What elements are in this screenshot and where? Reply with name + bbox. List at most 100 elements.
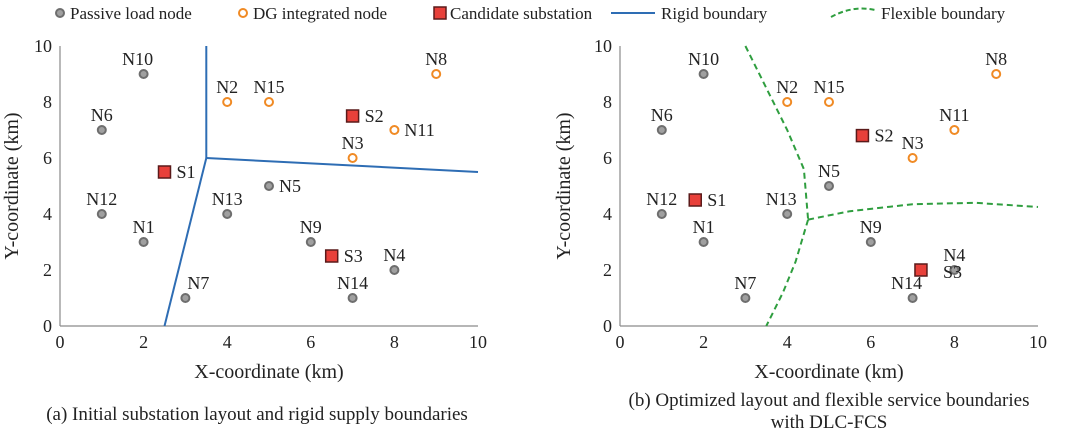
y-tick-label: 8 (43, 92, 52, 112)
point-n5 (264, 181, 274, 191)
y-tick-label: 2 (603, 260, 612, 280)
point-n2 (222, 97, 233, 107)
point-label-s1: S1 (707, 190, 726, 210)
legend-marker-passive (55, 8, 65, 18)
x-tick-label: 2 (139, 332, 148, 352)
point-label-n12: N12 (646, 189, 677, 209)
y-tick-label: 0 (43, 316, 52, 336)
point-n12 (96, 209, 107, 219)
point-label-s1: S1 (177, 162, 196, 182)
legend-label-passive: Passive load node (70, 4, 192, 23)
point-s2 (345, 109, 360, 123)
point-n12 (656, 209, 667, 219)
x-tick-label: 0 (616, 332, 625, 352)
x-tick-label: 4 (223, 332, 232, 352)
point-label-n13: N13 (212, 189, 243, 209)
point-label-s3: S3 (943, 262, 962, 282)
legend-marker-cand (433, 6, 447, 20)
point-n1 (138, 237, 149, 247)
point-label-n3: N3 (342, 133, 364, 153)
point-label-n5: N5 (279, 176, 301, 196)
chart-caption-line-1: (b) Optimized layout and flexible servic… (629, 390, 1030, 411)
point-s1 (688, 193, 702, 207)
point-label-n6: N6 (651, 105, 673, 125)
point-n13 (222, 209, 233, 219)
point-label-n1: N1 (693, 217, 715, 237)
x-axis-title: X-coordinate (km) (194, 361, 343, 383)
x-tick-label: 6 (866, 332, 875, 352)
point-s2 (855, 128, 870, 143)
point-n9 (305, 237, 316, 247)
point-n13 (782, 209, 793, 219)
point-label-n15: N15 (254, 77, 285, 97)
point-label-n7: N7 (187, 273, 209, 293)
point-label-n8: N8 (985, 49, 1007, 69)
point-n7 (740, 293, 751, 303)
rigid-boundary-3 (206, 157, 479, 173)
point-label-n3: N3 (902, 133, 924, 153)
point-label-n5: N5 (818, 161, 840, 181)
point-label-n14: N14 (891, 273, 922, 293)
point-n8 (991, 69, 1002, 79)
point-n4 (949, 265, 960, 275)
point-n11 (949, 125, 960, 135)
point-n8 (431, 69, 442, 79)
point-label-n8: N8 (425, 49, 447, 69)
point-n6 (96, 125, 107, 135)
chart-caption-line-2: with DLC-FCS (771, 412, 888, 433)
point-n14 (907, 293, 918, 303)
legend-label-flex: Flexible boundary (881, 4, 1006, 23)
point-n10 (138, 69, 149, 79)
point-s1 (157, 165, 172, 179)
y-tick-label: 6 (43, 148, 52, 168)
legend-marker-dg (238, 8, 248, 18)
legend-marker-flex (830, 7, 876, 18)
legend-label-cand: Candidate substation (450, 4, 593, 23)
chart-caption: (a) Initial substation layout and rigid … (46, 404, 468, 425)
point-n1 (698, 237, 709, 247)
x-tick-label: 10 (1029, 332, 1047, 352)
chart-legend: Passive load node DG integrated node Candi… (55, 4, 1006, 23)
point-s3 (324, 249, 339, 263)
y-tick-label: 4 (603, 204, 612, 224)
point-label-n6: N6 (91, 105, 113, 125)
point-n15 (824, 97, 834, 107)
point-n7 (180, 293, 191, 303)
flex-boundary-1 (744, 45, 810, 220)
point-n10 (698, 69, 709, 79)
x-tick-label: 4 (783, 332, 792, 352)
point-n2 (782, 97, 793, 107)
point-label-n10: N10 (688, 49, 719, 69)
point-label-n13: N13 (766, 189, 797, 209)
point-label-n9: N9 (860, 217, 882, 237)
y-axis-title: Y-coordinate (km) (1, 112, 23, 259)
x-axis-title: X-coordinate (km) (754, 361, 903, 383)
y-tick-label: 0 (603, 316, 612, 336)
point-label-n4: N4 (943, 245, 965, 265)
point-label-n11: N11 (404, 120, 434, 140)
y-tick-label: 10 (34, 36, 52, 56)
point-label-s2: S2 (874, 126, 893, 146)
point-label-n9: N9 (300, 217, 322, 237)
y-tick-label: 4 (43, 204, 52, 224)
point-label-n11: N11 (939, 105, 969, 125)
point-n14 (347, 293, 358, 303)
chart-panel-b: 0 2 4 6 8 10 0 2 4 6 8 10 X-coordinate (km) Y-coordin… (553, 36, 1047, 433)
point-label-s2: S2 (365, 106, 384, 126)
point-n5 (824, 181, 834, 191)
point-label-n1: N1 (133, 217, 155, 237)
x-tick-label: 6 (306, 332, 315, 352)
point-label-n14: N14 (337, 273, 368, 293)
rigid-boundary-2 (163, 157, 208, 327)
y-tick-label: 6 (603, 148, 612, 168)
point-n4 (389, 265, 400, 275)
y-tick-label: 10 (594, 36, 612, 56)
chart-panel-a: 0 2 4 6 8 10 0 2 4 6 8 10 X-coordinate (km) Y-coordin… (1, 36, 487, 425)
point-n15 (264, 97, 274, 107)
point-label-n2: N2 (216, 77, 238, 97)
point-label-n12: N12 (86, 189, 117, 209)
x-tick-label: 10 (469, 332, 487, 352)
point-n6 (656, 125, 667, 135)
point-s3 (914, 263, 928, 277)
point-n3 (347, 153, 358, 163)
